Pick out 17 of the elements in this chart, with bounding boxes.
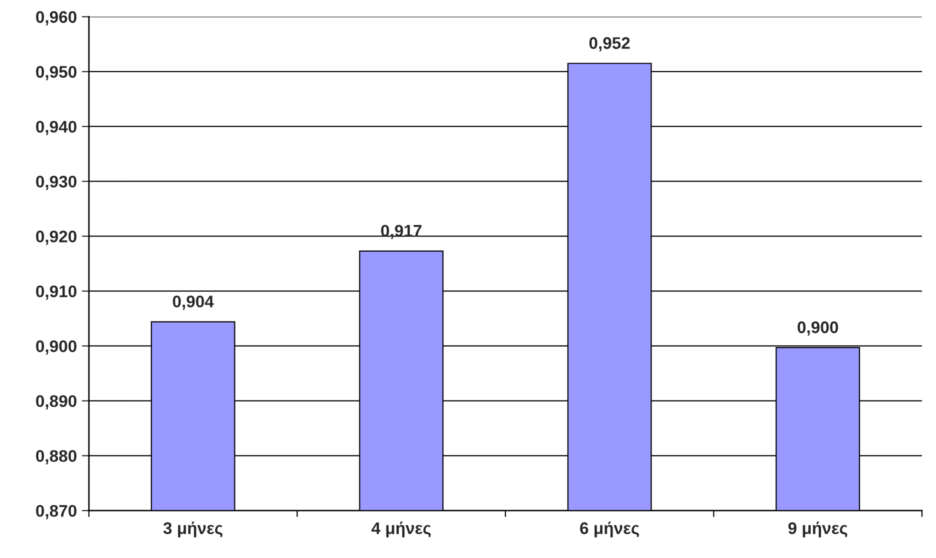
data-label: 0,900 xyxy=(798,321,838,336)
y-tick-label: 0,960 xyxy=(36,11,76,26)
y-tick-label: 0,910 xyxy=(36,285,76,300)
y-tick-label: 0,920 xyxy=(36,230,76,245)
x-tick-label: 9 μήνες xyxy=(788,522,848,538)
y-tick-label: 0,890 xyxy=(36,395,76,410)
y-tick-label: 0,870 xyxy=(36,504,76,520)
data-label: 0,952 xyxy=(589,37,630,52)
y-tick-label: 0,900 xyxy=(36,340,76,355)
y-tick-label: 0,930 xyxy=(36,176,76,190)
data-label: 0,904 xyxy=(172,296,214,310)
x-tick-label: 3 μήνες xyxy=(163,522,222,538)
y-tick-label: 0,880 xyxy=(36,450,76,464)
x-tick-label: 6 μήνες xyxy=(580,522,639,538)
x-tick-label: 4 μήνες xyxy=(372,522,431,538)
y-tick-label: 0,940 xyxy=(36,120,76,136)
y-tick-label: 0,950 xyxy=(36,66,76,80)
